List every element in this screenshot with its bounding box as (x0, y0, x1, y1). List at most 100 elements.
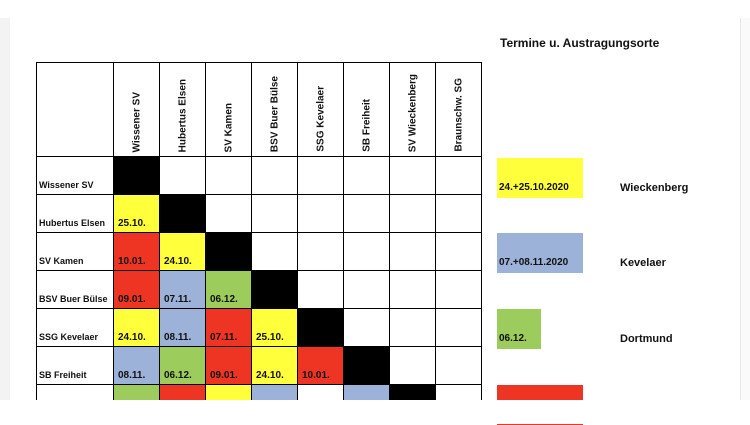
match-cell: 24.10. (159, 232, 206, 271)
match-cell: 25.10. (251, 308, 298, 347)
row-label: SB Freiheit (39, 370, 87, 380)
legend-date: 07.+08.11.2020 (499, 257, 569, 268)
legend-place: Wieckenberg (620, 182, 689, 194)
match-cell (435, 232, 482, 271)
legend-color-box: 06.12. (497, 309, 541, 349)
legend-date: 24.+25.10.2020 (499, 182, 569, 193)
column-header-text: SSG Kevelaer (315, 86, 326, 152)
match-date: 08.11. (164, 332, 192, 343)
match-cell (251, 156, 298, 195)
match-date: 24.10. (256, 370, 284, 381)
column-header-label: BSV Buer Bülse (269, 76, 280, 152)
column-header-cell: Hubertus Elsen (159, 62, 206, 157)
match-cell (159, 194, 206, 233)
match-cell: 10.01. (297, 346, 344, 385)
column-header-cell: SV Wieckenberg (389, 62, 436, 157)
column-header-label: Braunschw. SG (453, 78, 464, 152)
match-cell (297, 194, 344, 233)
column-header-cell: Braunschw. SG (435, 62, 482, 157)
match-cell (435, 346, 482, 385)
match-cell (435, 270, 482, 309)
match-cell (389, 194, 436, 233)
match-cell (297, 156, 344, 195)
row-label-cell: BSV Buer Bülse (36, 270, 114, 309)
column-header-cell: BSV Buer Bülse (251, 62, 298, 157)
column-header-label: SSG Kevelaer (315, 86, 326, 152)
match-cell (297, 232, 344, 271)
match-cell: 09.01. (205, 346, 252, 385)
row-label: SSG Kevelaer (39, 332, 99, 342)
column-header-text: SV Wieckenberg (407, 73, 418, 152)
match-cell: 07.11. (159, 270, 206, 309)
row-label: BSV Buer Bülse (39, 294, 108, 304)
match-cell (205, 156, 252, 195)
row-label: SV Kamen (39, 256, 84, 266)
match-cell (389, 308, 436, 347)
match-date: 07.11. (210, 332, 238, 343)
column-header-label: Hubertus Elsen (177, 79, 188, 152)
match-cell (389, 156, 436, 195)
match-cell: 25.10. (113, 194, 160, 233)
match-cell (389, 232, 436, 271)
column-header-cell: SSG Kevelaer (297, 62, 344, 157)
legend-place: Kevelaer (620, 257, 666, 269)
match-cell: 06.12. (205, 270, 252, 309)
match-date: 24.10. (118, 332, 146, 343)
match-date: 24.10. (164, 256, 192, 267)
match-cell (343, 308, 390, 347)
match-cell: 08.11. (159, 308, 206, 347)
match-cell (435, 156, 482, 195)
column-header-label: SV Kamen (223, 103, 234, 152)
match-cell (113, 156, 160, 195)
column-header-cell: Wissener SV (113, 62, 160, 157)
match-cell: 07.11. (205, 308, 252, 347)
match-cell: 24.10. (251, 346, 298, 385)
page-edge-right (740, 0, 750, 400)
row-label-cell: Wissener SV (36, 156, 114, 195)
match-cell (343, 194, 390, 233)
legend-title: Termine u. Austragungsorte (500, 36, 660, 50)
match-cell: 24.10. (113, 308, 160, 347)
match-cell (435, 308, 482, 347)
match-cell (389, 346, 436, 385)
column-header-cell: SB Freiheit (343, 62, 390, 157)
match-cell (251, 270, 298, 309)
column-header-cell: SV Kamen (205, 62, 252, 157)
match-cell: 09.01. (113, 270, 160, 309)
match-cell (297, 270, 344, 309)
row-label-cell: SV Kamen (36, 232, 114, 271)
row-label: Hubertus Elsen (39, 218, 106, 228)
column-header-text: Hubertus Elsen (177, 78, 188, 152)
legend-place: Dortmund (620, 333, 673, 345)
column-header-label: SV Wieckenberg (407, 74, 418, 152)
match-date: 10.01. (302, 370, 330, 381)
column-header-text: BSV Buer Bülse (269, 75, 280, 152)
legend-color-box: 07.+08.11.2020 (497, 233, 583, 273)
match-date: 09.01. (210, 370, 238, 381)
match-cell: 06.12. (159, 346, 206, 385)
screenshot-top-margin (0, 0, 750, 18)
match-cell (297, 308, 344, 347)
match-date: 06.12. (210, 294, 238, 305)
match-cell (205, 232, 252, 271)
match-cell (343, 270, 390, 309)
legend-color-box: 24.+25.10.2020 (497, 158, 583, 198)
screenshot-bottom-margin (0, 400, 750, 424)
column-header-text: SB Freiheit (361, 99, 372, 152)
column-header-label: Wissener SV (131, 92, 142, 153)
row-label: Wissener SV (39, 180, 94, 190)
match-date: 25.10. (256, 332, 284, 343)
match-cell (159, 156, 206, 195)
match-date: 08.11. (118, 370, 146, 381)
row-label-cell: SB Freiheit (36, 346, 114, 385)
match-cell: 08.11. (113, 346, 160, 385)
match-date: 07.11. (164, 294, 192, 305)
header-corner-cell (36, 62, 114, 157)
column-header-text: Braunschw. SG (453, 78, 464, 152)
match-date: 25.10. (118, 218, 146, 229)
row-label-cell: SSG Kevelaer (36, 308, 114, 347)
match-cell: 10.01. (113, 232, 160, 271)
match-cell (251, 232, 298, 271)
legend-date: 06.12. (499, 333, 527, 344)
match-cell (343, 346, 390, 385)
